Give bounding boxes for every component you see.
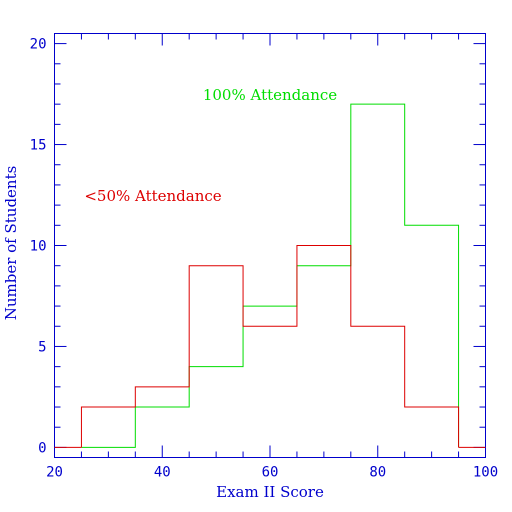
series-layer — [54, 103, 486, 448]
series-line-1 — [80, 245, 460, 448]
y-axis-title: Number of Students — [2, 166, 20, 321]
y-tick-label: 5 — [38, 339, 46, 355]
x-tick-label: 100 — [473, 465, 498, 481]
x-tick-label: 20 — [46, 465, 63, 481]
y-tick-label: 0 — [38, 440, 46, 456]
y-tick-label: 10 — [30, 239, 47, 255]
series-label-low-attendance: <50% Attendance — [84, 187, 221, 205]
y-tick-label: 15 — [30, 138, 47, 154]
x-axis-title: Exam II Score — [216, 483, 324, 501]
x-tick-label: 60 — [262, 465, 279, 481]
y-tick-label: 20 — [30, 37, 47, 53]
axis-ticks — [54, 33, 486, 458]
tick-labels: 20 40 60 80 100 0 5 10 15 20 — [30, 37, 499, 481]
series-label-full-attendance: 100% Attendance — [203, 86, 337, 104]
x-tick-label: 80 — [369, 465, 386, 481]
series-line-0 — [81, 103, 460, 448]
x-tick-label: 40 — [154, 465, 171, 481]
